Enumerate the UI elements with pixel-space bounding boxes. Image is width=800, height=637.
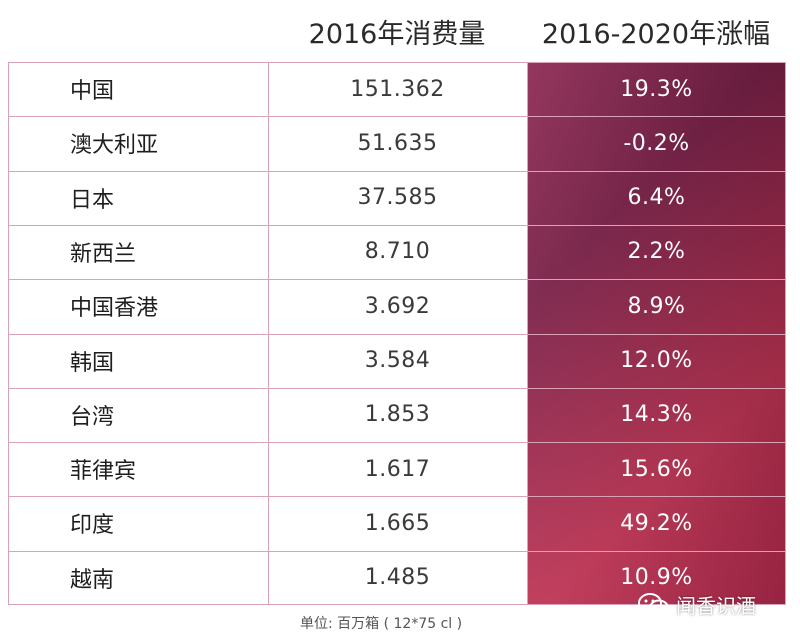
table-row: 台湾 1.853 14.3% [8,388,786,442]
row-divider [8,387,786,389]
column-header-growth: 2016-2020年涨幅 [541,19,771,50]
consumption-cell: 1.853 [364,402,431,428]
region-label: 日本 [70,187,115,213]
table-row: 越南 1.485 10.9% [8,551,786,605]
growth-cell: 8.9% [627,293,686,319]
region-cell: 澳大利亚 [8,116,268,170]
column-divider [527,62,528,605]
region-label: 中国 [70,79,115,104]
region-cell: 中国香港 [8,279,268,333]
region-cell: 台湾 [8,388,268,442]
consumption-cell: 1.485 [364,565,431,591]
watermark: 闻香识酒 [638,590,756,619]
table-header: 2016年消费量 2016-2020年涨幅 [0,0,800,62]
region-cell: 韩国 [8,334,268,388]
region-label: 新西兰 [70,241,137,267]
growth-cell: 6.4% [627,185,686,211]
row-divider [8,62,786,63]
region-cell: 越南 [8,551,268,605]
region-label: 菲律宾 [70,459,137,485]
growth-cell: 10.9% [620,565,693,591]
consumption-cell: 3.584 [364,348,431,373]
row-divider [8,333,786,335]
consumption-cell: 151.362 [350,76,445,102]
region-label: 印度 [70,513,115,539]
row-divider [8,496,786,498]
table-row: 日本 37.585 6.4% [8,171,786,225]
row-divider [8,442,786,444]
wechat-icon [638,592,669,616]
column-header-consumption: 2016年消费量 [308,19,486,50]
region-label: 澳大利亚 [70,133,159,159]
table-row: 印度 1.665 49.2% [8,496,786,550]
growth-cell: 19.3% [620,76,693,102]
column-divider [268,62,269,605]
region-cell: 中国 [8,62,268,116]
consumption-cell: 8.710 [364,239,431,265]
table-row: 新西兰 8.710 2.2% [8,225,786,279]
data-table: 中国 151.362 19.3% 澳大利亚 51.635 -0.2% 日本 37.585 6.4… [8,62,786,605]
region-label: 韩国 [70,350,115,376]
consumption-cell: 1.665 [364,510,431,536]
region-label: 中国香港 [70,296,159,322]
table-row: 菲律宾 1.617 15.6% [8,442,786,496]
region-label: 越南 [70,567,115,593]
region-label: 台湾 [70,404,115,430]
growth-cell: 12.0% [620,348,693,373]
row-divider [8,170,786,172]
region-cell: 印度 [8,496,268,550]
table-row: 韩国 3.584 12.0% [8,334,786,388]
consumption-cell: 1.617 [364,456,431,482]
region-cell: 菲律宾 [8,442,268,496]
table-row: 澳大利亚 51.635 -0.2% [8,116,786,170]
region-cell: 日本 [8,171,268,225]
growth-cell: -0.2% [623,130,690,156]
growth-cell: 49.2% [620,510,693,536]
consumption-cell: 37.585 [357,185,438,211]
growth-cell: 14.3% [620,402,693,428]
row-divider [8,116,786,118]
row-divider [8,224,786,226]
growth-cell: 15.6% [620,456,693,482]
table-row: 中国 151.362 19.3% [8,62,786,116]
column-divider [8,62,9,605]
consumption-cell: 3.692 [364,293,431,319]
unit-note: 单位: 百万箱 ( 12*75 cl ) [300,616,463,632]
growth-cell: 2.2% [627,239,686,265]
row-divider [8,550,786,552]
consumption-cell: 51.635 [357,130,438,156]
column-divider [785,62,786,605]
table-row: 中国香港 3.692 8.9% [8,279,786,333]
row-divider [8,604,786,605]
watermark-text: 闻香识酒 [676,594,756,618]
row-divider [8,279,786,281]
region-cell: 新西兰 [8,225,268,279]
